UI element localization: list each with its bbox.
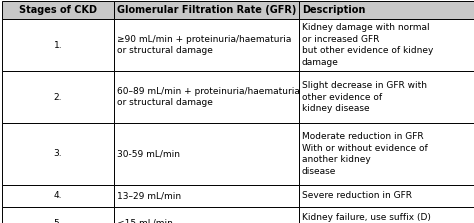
Bar (114, 1, 299, 19)
Bar (299, 123, 474, 185)
Text: 60–89 mL/min + proteinuria/haematuria
or structural damage: 60–89 mL/min + proteinuria/haematuria or… (117, 87, 300, 107)
Bar (2, 185, 114, 207)
Bar (114, 19, 299, 71)
Text: 3.: 3. (54, 149, 62, 159)
Text: Slight decrease in GFR with
other evidence of
kidney disease: Slight decrease in GFR with other eviden… (302, 81, 427, 113)
Bar (114, 207, 299, 223)
Text: <15 mL/min: <15 mL/min (117, 219, 173, 223)
Bar (299, 185, 474, 207)
Bar (114, 123, 299, 185)
Text: 4.: 4. (54, 192, 62, 200)
Text: 1.: 1. (54, 41, 62, 50)
Text: Severe reduction in GFR: Severe reduction in GFR (302, 192, 412, 200)
Text: 5.: 5. (54, 219, 62, 223)
Text: 13–29 mL/min: 13–29 mL/min (117, 192, 181, 200)
Bar (299, 207, 474, 223)
Bar (2, 123, 114, 185)
Text: Moderate reduction in GFR
With or without evidence of
another kidney
disease: Moderate reduction in GFR With or withou… (302, 132, 428, 176)
Bar (2, 207, 114, 223)
Text: Kidney damage with normal
or increased GFR
but other evidence of kidney
damage: Kidney damage with normal or increased G… (302, 23, 433, 67)
Bar (299, 1, 474, 19)
Text: Glomerular Filtration Rate (GFR): Glomerular Filtration Rate (GFR) (117, 5, 296, 15)
Text: Description: Description (302, 5, 365, 15)
Bar (299, 19, 474, 71)
Text: 30-59 mL/min: 30-59 mL/min (117, 149, 180, 159)
Bar (114, 71, 299, 123)
Text: ≥90 mL/min + proteinuria/haematuria
or structural damage: ≥90 mL/min + proteinuria/haematuria or s… (117, 35, 292, 55)
Bar (2, 71, 114, 123)
Text: Stages of CKD: Stages of CKD (19, 5, 97, 15)
Text: 2.: 2. (54, 93, 62, 101)
Bar (114, 185, 299, 207)
Text: Kidney failure, use suffix (D)
if dialysis: Kidney failure, use suffix (D) if dialys… (302, 213, 431, 223)
Bar (2, 1, 114, 19)
Bar (299, 71, 474, 123)
Bar (2, 19, 114, 71)
